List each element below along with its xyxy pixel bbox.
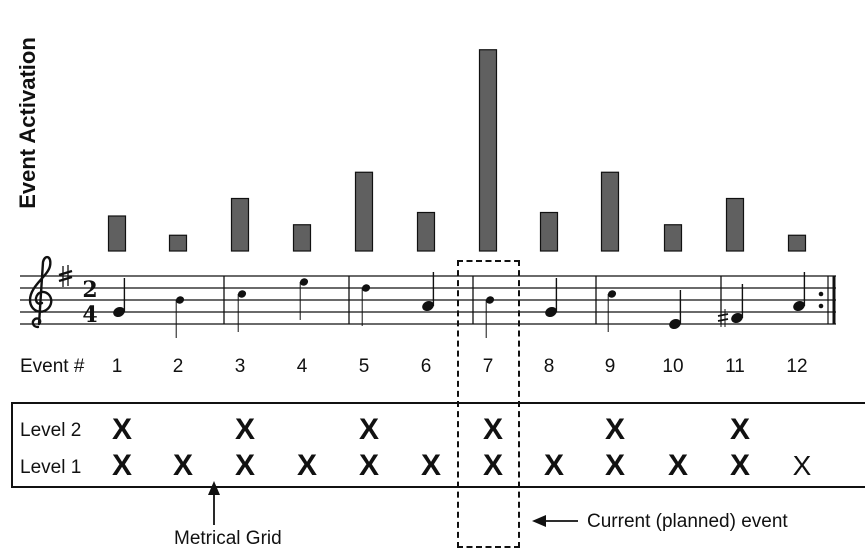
notehead — [237, 290, 247, 298]
level-2-label: Level 2 — [20, 420, 82, 441]
activation-bar-11 — [725, 197, 745, 252]
grid-mark-level-1-event-4: X — [296, 449, 318, 482]
event-number-11: 11 — [725, 356, 745, 377]
note-event-3 — [237, 290, 247, 332]
grid-mark-level-1-event-8: X — [543, 449, 565, 482]
note-event-7 — [485, 296, 495, 338]
sharp-stroke — [58, 275, 73, 283]
grid-mark-level-1-event-11: X — [729, 449, 751, 482]
activation-bar-7 — [478, 49, 498, 252]
notehead — [361, 284, 371, 292]
event-number-3: 3 — [234, 356, 246, 377]
current-event-caption: Current (planned) event — [587, 511, 788, 532]
grid-mark-level-1-event-12: X — [792, 450, 812, 481]
grid-mark-level-1-event-9: X — [604, 449, 626, 482]
event-number-2: 2 — [172, 356, 184, 377]
key-signature-sharp — [58, 265, 73, 287]
event-number-10: 10 — [662, 356, 684, 377]
grid-mark-level-1-event-7: X — [482, 449, 504, 482]
grid-mark-level-2-event-7: X — [482, 413, 504, 446]
level-1-label: Level 1 — [20, 457, 82, 478]
event-number-label: Event # — [20, 356, 85, 377]
grid-mark-level-2-event-3: X — [234, 413, 256, 446]
activation-bar-10 — [663, 224, 683, 252]
grid-mark-level-1-event-1: X — [111, 449, 133, 482]
annotation-arrows — [208, 481, 578, 527]
activation-bar-9 — [600, 171, 620, 252]
grid-mark-level-2-event-9: X — [604, 413, 626, 446]
note-event-4 — [299, 278, 309, 320]
accidental-sharp — [717, 318, 729, 322]
notehead — [299, 278, 309, 286]
time-signature-denominator: 4 — [82, 302, 97, 328]
metrical-grid-arrowhead — [208, 481, 220, 495]
event-number-12: 12 — [786, 356, 808, 377]
notehead — [545, 306, 557, 318]
grid-mark-level-2-event-5: X — [358, 413, 380, 446]
note-event-10 — [669, 290, 682, 330]
event-number-9: 9 — [604, 356, 616, 377]
note-event-5 — [361, 284, 371, 326]
repeat-dot — [818, 291, 824, 297]
notehead — [485, 296, 495, 304]
grid-mark-level-1-event-6: X — [420, 449, 442, 482]
notehead — [607, 290, 617, 298]
metrical-grid-box — [11, 402, 865, 488]
activation-bar-12 — [787, 234, 807, 252]
current-event-highlight — [457, 260, 520, 548]
note-event-1 — [113, 278, 126, 318]
time-signature-numerator: 2 — [82, 277, 97, 303]
activation-bar-2 — [168, 234, 188, 252]
repeat-dot — [818, 303, 824, 309]
metrical-grid-caption: Metrical Grid — [174, 528, 282, 549]
music-staff: 24 — [20, 255, 836, 338]
event-number-4: 4 — [296, 356, 308, 377]
grid-mark-level-1-event-3: X — [234, 449, 256, 482]
notehead — [175, 296, 185, 304]
event-number-1: 1 — [111, 356, 123, 377]
activation-bar-3 — [230, 197, 250, 252]
note-event-6 — [422, 272, 435, 312]
notehead — [422, 300, 434, 312]
note-event-2 — [175, 296, 185, 338]
current-event-arrowhead — [532, 515, 546, 527]
notehead — [731, 312, 743, 324]
activation-bar-4 — [292, 224, 312, 252]
activation-bar-6 — [416, 211, 436, 252]
grid-mark-level-1-event-2: X — [172, 449, 194, 482]
grid-mark-level-2-event-11: X — [729, 413, 751, 446]
activation-bars — [107, 49, 807, 252]
treble-clef — [28, 255, 53, 329]
activation-bar-1 — [107, 215, 127, 252]
event-number-6: 6 — [420, 356, 432, 377]
note-event-12 — [793, 272, 806, 312]
grid-mark-level-1-event-5: X — [358, 449, 380, 482]
activation-bar-5 — [354, 171, 374, 252]
sharp-stroke — [58, 269, 73, 277]
note-event-9 — [607, 290, 617, 332]
notehead — [669, 318, 681, 330]
activation-bar-8 — [539, 211, 559, 252]
grid-mark-level-2-event-1: X — [111, 413, 133, 446]
notehead — [793, 300, 805, 312]
note-event-11 — [717, 284, 744, 327]
note-event-8 — [545, 278, 558, 318]
event-number-7: 7 — [482, 356, 494, 377]
event-number-8: 8 — [543, 356, 555, 377]
accidental-sharp — [717, 313, 729, 317]
grid-mark-level-1-event-10: X — [667, 449, 689, 482]
event-number-5: 5 — [358, 356, 370, 377]
notehead — [113, 306, 125, 318]
